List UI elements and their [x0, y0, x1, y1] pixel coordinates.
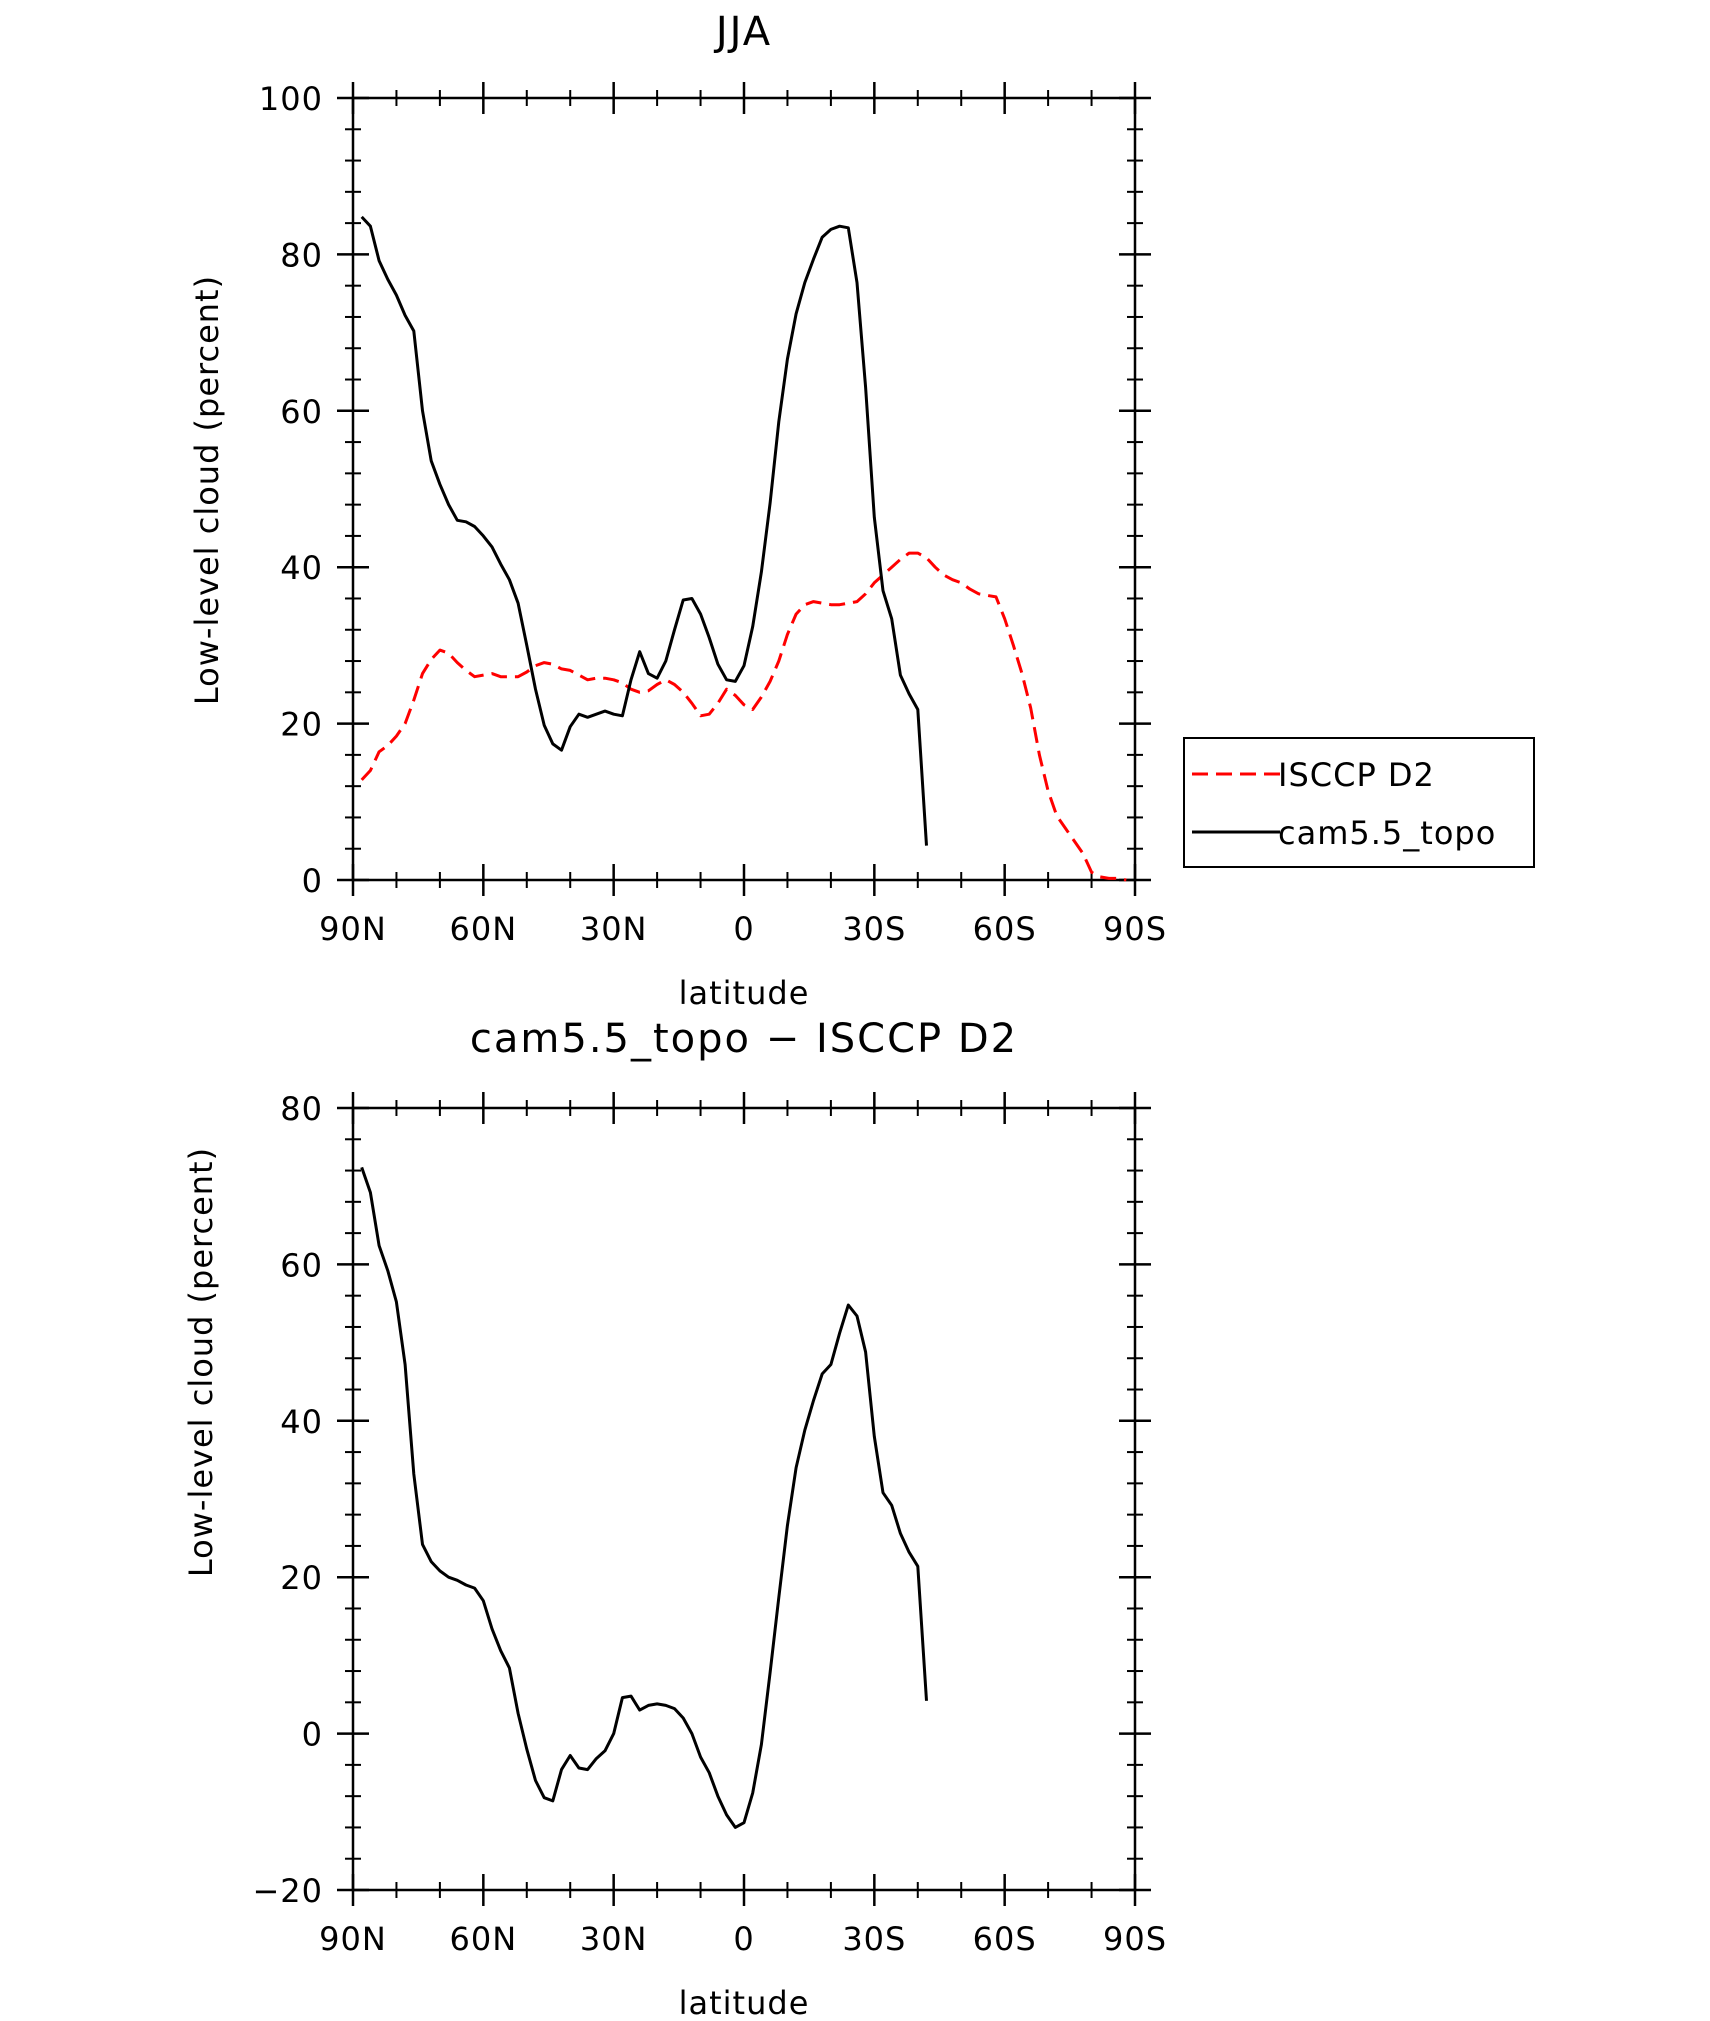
top-chart-series — [360, 215, 1127, 882]
x-tick-label: 30N — [580, 910, 648, 948]
top-chart: JJA 0 20 40 60 80 100 90N 60N 30N 0 30S 60S 90S lati… — [188, 9, 1167, 1012]
y-tick-label: 20 — [280, 1559, 323, 1597]
x-tick-label: 60N — [450, 910, 518, 948]
x-tick-label: 90N — [319, 910, 387, 948]
top-chart-axes: 0 20 40 60 80 100 90N 60N 30N 0 30S 60S 90S — [259, 80, 1167, 948]
y-tick-label: 80 — [280, 1090, 323, 1128]
x-tick-label: 30S — [842, 910, 906, 948]
y-tick-label: 40 — [280, 1403, 323, 1441]
bottom-chart-x-axis-label: latitude — [679, 1984, 810, 2021]
x-tick-label: 90S — [1103, 910, 1167, 948]
bottom-chart-title: cam5.5_topo − ISCCP D2 — [470, 1016, 1018, 1062]
x-tick-label: 60N — [450, 1920, 518, 1958]
bottom-chart-series — [360, 1166, 928, 1829]
legend-box — [1183, 737, 1535, 868]
series-line-cam5-5-topo — [360, 215, 928, 846]
x-tick-label: 90S — [1103, 1920, 1167, 1958]
y-tick-label: 0 — [302, 862, 323, 900]
x-tick-label: 60S — [973, 910, 1037, 948]
x-tick-label: 0 — [733, 910, 754, 948]
top-chart-x-axis-label: latitude — [679, 974, 810, 1012]
top-chart-y-axis-label: Low-level cloud (percent) — [188, 275, 226, 705]
legend: ISCCP D2 cam5.5_topo — [1183, 737, 1535, 868]
bottom-chart: cam5.5_topo − ISCCP D2 −20 0 20 40 60 80 90N 60… — [182, 1016, 1167, 2021]
y-tick-label: 100 — [259, 80, 323, 118]
y-tick-label: −20 — [252, 1872, 323, 1910]
x-tick-label: 30S — [842, 1920, 906, 1958]
bottom-chart-axes: −20 0 20 40 60 80 90N 60N 30N 0 30S 60S 90S — [252, 1090, 1167, 1958]
x-tick-label: 0 — [733, 1920, 754, 1958]
x-tick-label: 30N — [580, 1920, 648, 1958]
legend-label-isccp: ISCCP D2 — [1278, 756, 1435, 794]
legend-label-cam: cam5.5_topo — [1278, 814, 1496, 852]
y-tick-label: 60 — [280, 1246, 323, 1284]
plot-frame — [351, 1106, 1137, 1892]
y-tick-label: 60 — [280, 393, 323, 431]
y-tick-label: 20 — [280, 706, 323, 744]
plot-frame — [351, 96, 1137, 882]
y-tick-label: 0 — [302, 1716, 323, 1754]
x-tick-label: 90N — [319, 1920, 387, 1958]
y-tick-label: 80 — [280, 236, 323, 274]
series-line-difference — [360, 1166, 928, 1829]
series-line-isccp-d2 — [360, 551, 1127, 882]
x-tick-label: 60S — [973, 1920, 1037, 1958]
bottom-chart-y-axis-label: Low-level cloud (percent) — [182, 1147, 220, 1577]
y-tick-label: 40 — [280, 549, 323, 587]
top-chart-title: JJA — [713, 9, 772, 55]
